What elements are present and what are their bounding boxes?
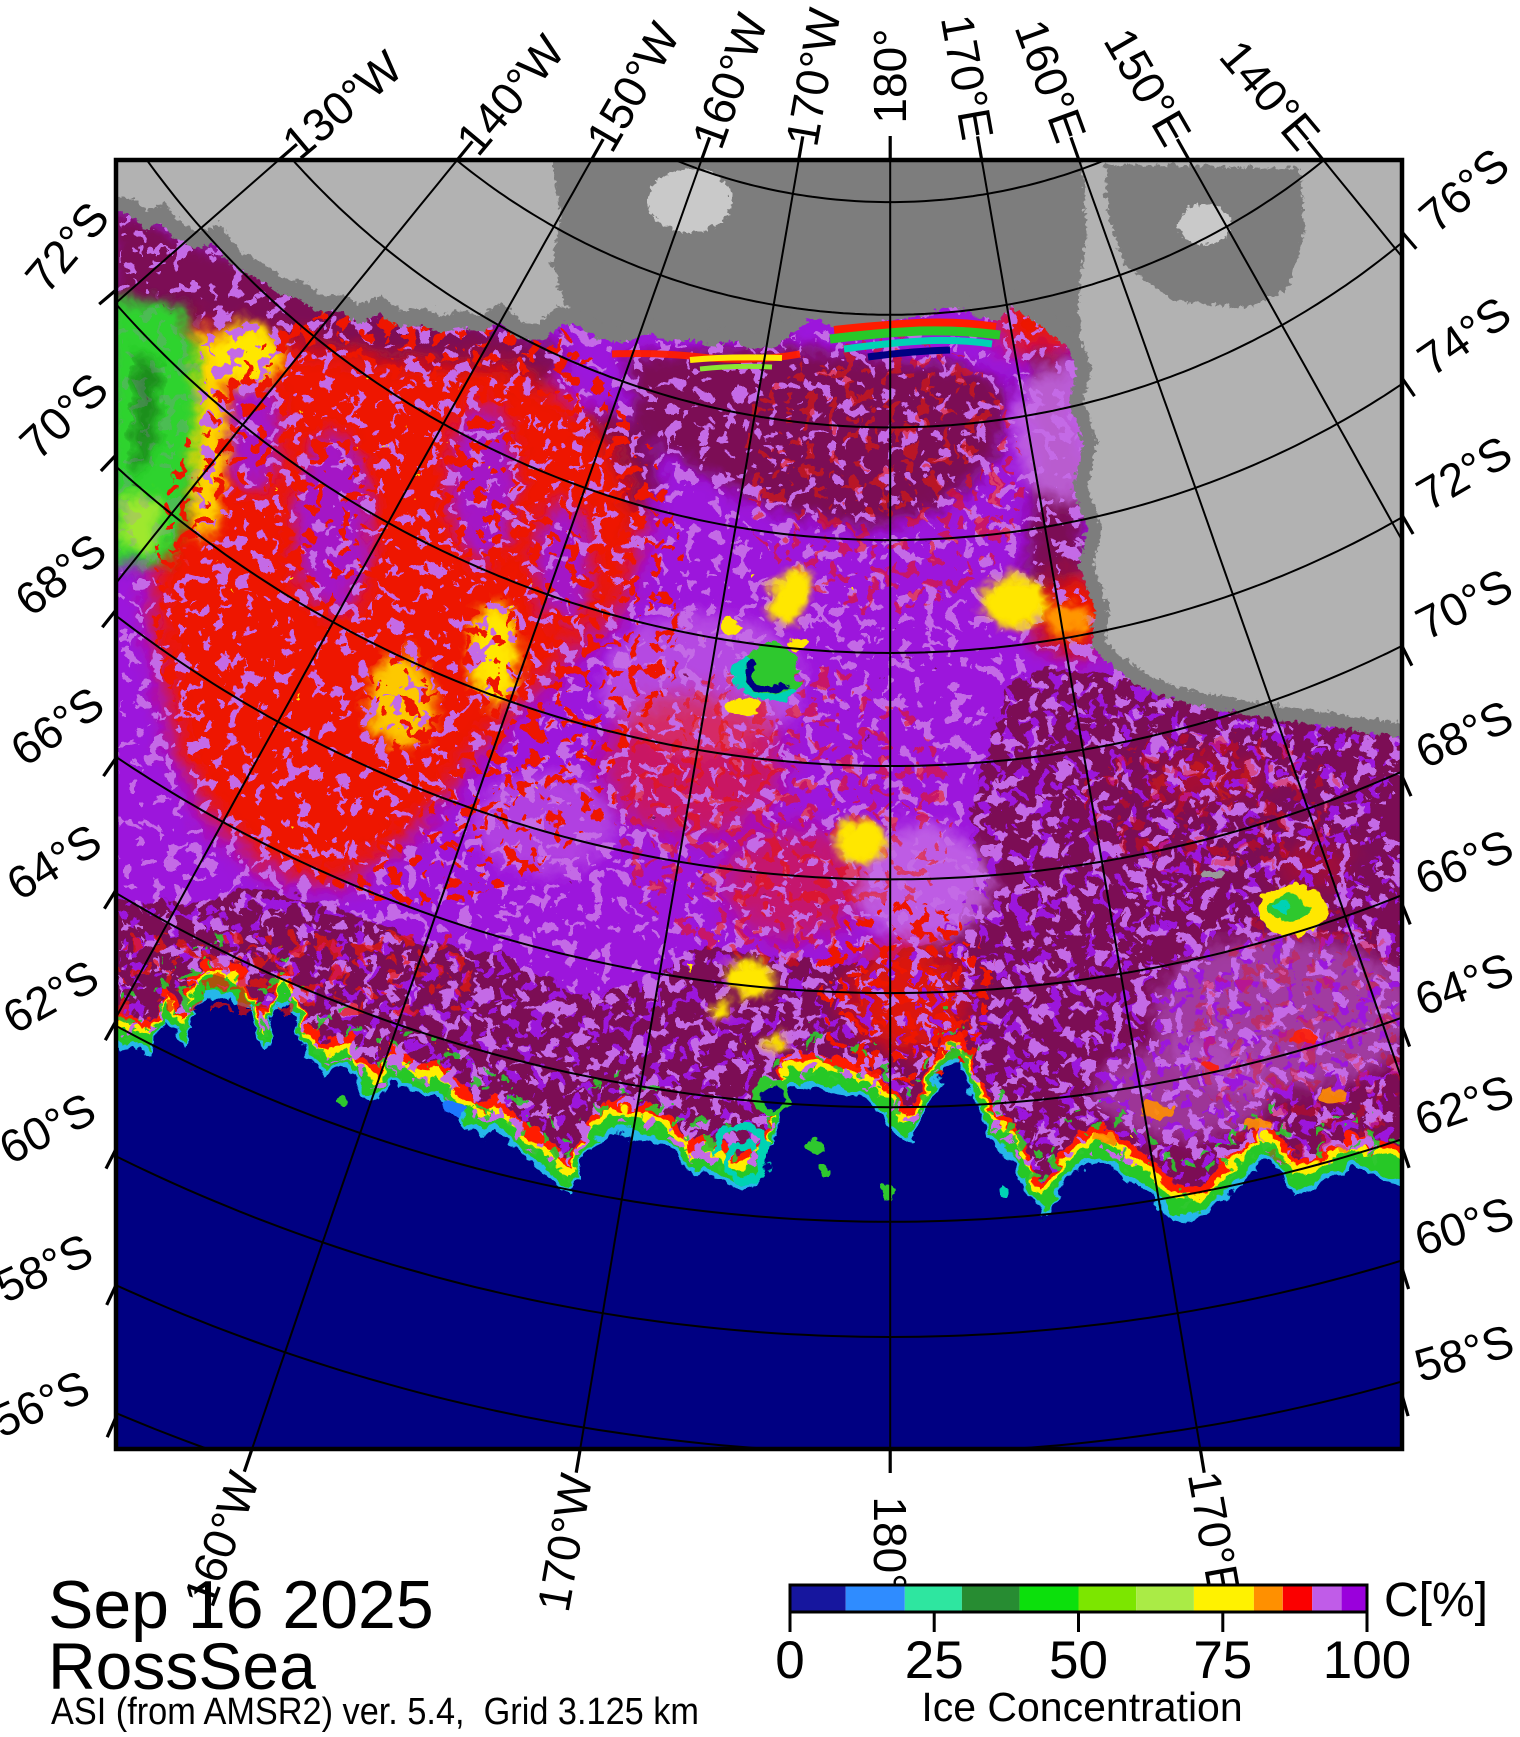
svg-text:Ice Concentration: Ice Concentration xyxy=(921,1684,1242,1730)
svg-text:RossSea: RossSea xyxy=(48,1629,316,1703)
svg-text:0: 0 xyxy=(775,1631,804,1690)
svg-text:100: 100 xyxy=(1323,1631,1411,1690)
svg-text:C[%]: C[%] xyxy=(1384,1574,1488,1627)
svg-text:180°: 180° xyxy=(864,1496,916,1591)
svg-text:Sep 16 2025: Sep 16 2025 xyxy=(48,1567,434,1643)
svg-text:ASI (from AMSR2) ver. 5.4, Gr: ASI (from AMSR2) ver. 5.4, Grid 3.125 km xyxy=(51,1691,699,1733)
svg-text:75: 75 xyxy=(1193,1631,1252,1690)
svg-text:180°: 180° xyxy=(864,28,916,123)
svg-text:50: 50 xyxy=(1049,1631,1108,1690)
svg-text:25: 25 xyxy=(905,1631,964,1690)
